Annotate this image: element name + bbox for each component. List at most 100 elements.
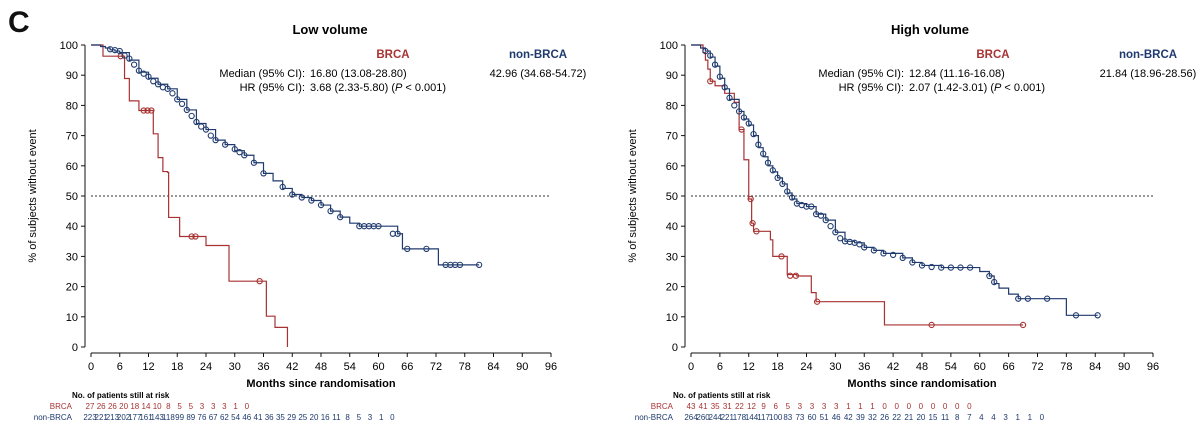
x-tick-label: 0 xyxy=(688,361,694,373)
non-brca-censor-mark xyxy=(966,264,974,271)
at-risk-non-brca-count: 62 xyxy=(220,413,229,422)
at-risk-non-brca-count: 41 xyxy=(254,413,263,422)
at-risk-non-brca-count: 20 xyxy=(916,413,925,422)
brca-curve xyxy=(691,44,1024,326)
non-brca-censor-mark xyxy=(774,174,781,182)
brca-censor-mark xyxy=(148,107,155,114)
median-brca-value: 16.80 (13.08-28.80) xyxy=(310,68,407,80)
brca-censor-mark xyxy=(786,272,794,279)
x-tick-label: 12 xyxy=(743,361,755,373)
median-label: Median (95% CI): xyxy=(818,68,904,80)
non-brca-censor-mark xyxy=(716,73,724,80)
x-tick-label: 72 xyxy=(1031,361,1043,373)
non-brca-censor-mark xyxy=(707,52,714,59)
y-tick-label: 0 xyxy=(672,342,678,354)
y-tick-label: 60 xyxy=(666,161,678,173)
x-tick-label: 60 xyxy=(372,361,384,373)
at-risk-non-brca-count: 51 xyxy=(820,413,829,422)
x-tick-label: 42 xyxy=(887,361,899,373)
brca-censor-mark xyxy=(928,321,935,329)
at-risk-brca-count: 3 xyxy=(222,402,227,411)
median-label: Median (95% CI): xyxy=(219,68,305,80)
at-risk-non-brca-count: 67 xyxy=(209,413,218,422)
at-risk-non-brca-count: 4 xyxy=(991,413,996,422)
non-brca-censor-mark xyxy=(991,278,998,286)
at-risk-brca-count: 26 xyxy=(108,402,117,411)
hr-p-value: < 0.001) xyxy=(402,82,446,94)
x-tick-label: 78 xyxy=(1060,361,1072,373)
at-risk-brca-count: 1 xyxy=(870,402,875,411)
non-brca-censor-mark xyxy=(788,194,796,201)
at-risk-non-brca-count: 73 xyxy=(795,413,804,422)
at-risk-non-brca-count: 60 xyxy=(808,413,817,422)
at-risk-non-brca-count: 99 xyxy=(175,413,184,422)
hr-label: HR (95% CI): xyxy=(839,82,904,94)
at-risk-brca-count: 1 xyxy=(846,402,851,411)
non-brca-censor-mark xyxy=(711,61,719,68)
y-tick-label: 40 xyxy=(66,221,78,233)
non-brca-curve xyxy=(91,44,480,266)
non-brca-censor-mark xyxy=(861,244,868,251)
at-risk-label-non-brca: non-BRCA xyxy=(635,413,674,422)
stats-header-non-brca: non-BRCA xyxy=(1119,49,1177,61)
at-risk-non-brca-count: 100 xyxy=(769,413,783,422)
y-axis-label: % of subjects without event xyxy=(27,129,39,262)
non-brca-censor-mark xyxy=(154,81,162,88)
y-tick-label: 50 xyxy=(666,191,678,203)
at-risk-non-brca-count: 264 xyxy=(684,413,698,422)
x-tick-label: 42 xyxy=(286,361,298,373)
non-brca-censor-mark xyxy=(183,106,190,114)
non-brca-censor-mark xyxy=(423,245,430,252)
brca-curve xyxy=(91,44,289,347)
non-brca-censor-mark xyxy=(404,245,411,252)
brca-censor-mark xyxy=(738,126,745,133)
at-risk-brca-count: 3 xyxy=(798,402,803,411)
at-risk-non-brca-count: 46 xyxy=(832,413,841,422)
at-risk-brca-count: 9 xyxy=(761,402,766,411)
non-brca-censor-mark xyxy=(721,84,728,91)
at-risk-non-brca-count: 11 xyxy=(941,413,950,422)
at-risk-non-brca-count: 4 xyxy=(979,413,984,422)
non-brca-censor-mark xyxy=(938,264,945,271)
at-risk-non-brca-count: 54 xyxy=(231,413,240,422)
x-tick-label: 6 xyxy=(717,361,723,373)
non-brca-censor-mark xyxy=(1015,295,1022,302)
brca-censor-mark xyxy=(778,253,785,260)
at-risk-label-brca: BRCA xyxy=(50,402,73,411)
at-risk-brca-count: 5 xyxy=(786,402,791,411)
brca-censor-mark xyxy=(792,272,800,279)
x-tick-label: 48 xyxy=(315,361,327,373)
non-brca-censor-mark xyxy=(957,264,964,271)
at-risk-brca-count: 5 xyxy=(189,402,194,411)
non-brca-censor-mark xyxy=(475,261,483,269)
non-brca-censor-mark xyxy=(250,159,258,166)
x-tick-label: 54 xyxy=(945,361,957,373)
non-brca-censor-mark xyxy=(130,61,138,68)
non-brca-censor-mark xyxy=(726,94,733,101)
at-risk-brca-count: 0 xyxy=(919,402,924,411)
at-risk-brca-count: 10 xyxy=(153,402,162,411)
y-tick-label: 20 xyxy=(66,282,78,294)
x-tick-label: 54 xyxy=(344,361,356,373)
at-risk-non-brca-count: 118 xyxy=(162,413,175,422)
hr-ci-text: 2.07 (1.42-3.01) ( xyxy=(909,82,994,94)
non-brca-censor-mark xyxy=(1024,295,1032,302)
at-risk-non-brca-count: 5 xyxy=(357,413,362,422)
non-brca-censor-mark xyxy=(769,167,776,174)
at-risk-non-brca-count: 21 xyxy=(904,413,913,422)
y-tick-label: 100 xyxy=(60,40,78,52)
y-tick-label: 70 xyxy=(66,131,78,143)
non-brca-censor-mark xyxy=(126,55,133,62)
at-risk-non-brca-count: 35 xyxy=(276,413,285,422)
non-brca-censor-mark xyxy=(779,180,786,188)
at-risk-brca-count: 3 xyxy=(822,402,827,411)
non-brca-censor-mark xyxy=(750,130,757,138)
non-brca-censor-mark xyxy=(827,223,834,230)
at-risk-brca-count: 0 xyxy=(894,402,899,411)
stats-header-brca: BRCA xyxy=(976,49,1009,61)
at-risk-non-brca-count: 46 xyxy=(242,413,251,422)
at-risk-brca-count: 41 xyxy=(699,402,708,411)
at-risk-non-brca-count: 213 xyxy=(106,413,120,422)
hr-p-symbol: P xyxy=(395,82,403,94)
